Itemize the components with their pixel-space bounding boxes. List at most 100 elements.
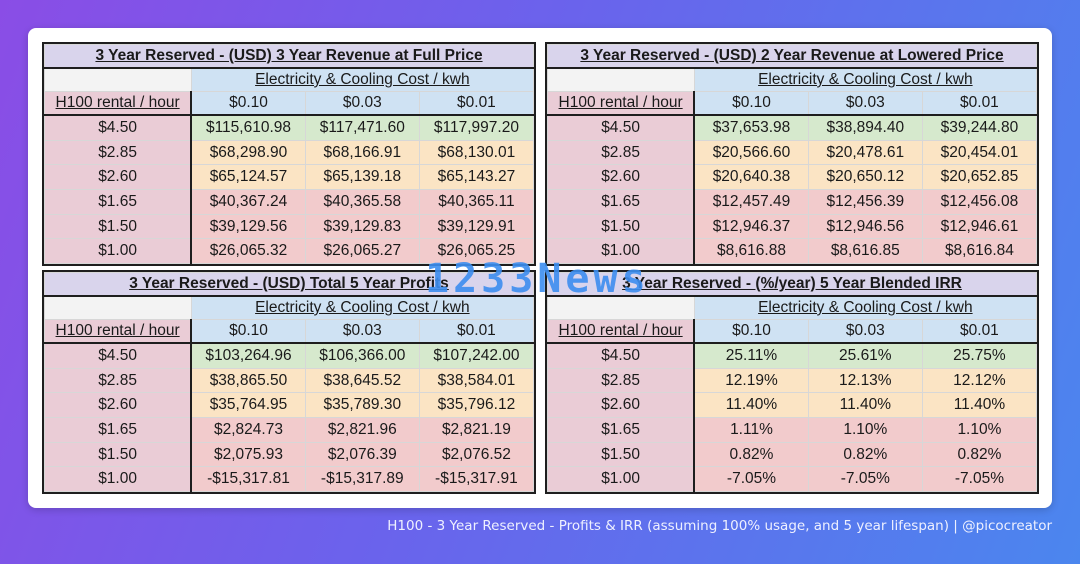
- table-row: $4.50 25.11% 25.61% 25.75%: [547, 342, 1038, 369]
- table-row: $1.65 $40,367.24 $40,365.58 $40,365.11: [44, 189, 535, 215]
- group-header-row: Electricity & Cooling Cost / kwh: [44, 67, 535, 92]
- row-header-label: H100 rental / hour: [547, 91, 696, 116]
- group-header: Electricity & Cooling Cost / kwh: [693, 295, 1038, 320]
- row-label: $1.65: [44, 189, 193, 215]
- data-cell: -7.05%: [921, 466, 1038, 492]
- table-row: $2.60 $20,640.38 $20,650.12 $20,652.85: [547, 164, 1038, 191]
- row-label: $4.50: [44, 114, 193, 141]
- row-label: $1.50: [547, 213, 696, 240]
- table-row: $1.00 -$15,317.81 -$15,317.89 -$15,317.91: [44, 466, 535, 492]
- data-cell: $26,065.32: [190, 238, 306, 264]
- table-row: $2.85 $68,298.90 $68,166.91 $68,130.01: [44, 139, 535, 166]
- data-cell: $107,242.00: [418, 342, 535, 369]
- row-label: $1.65: [44, 417, 193, 443]
- group-header: Electricity & Cooling Cost / kwh: [693, 67, 1038, 92]
- table-row: $1.50 $12,946.37 $12,946.56 $12,946.61: [547, 213, 1038, 240]
- data-cell: $8,616.84: [921, 238, 1038, 264]
- data-cell: 12.13%: [807, 367, 923, 394]
- row-label: $2.60: [44, 164, 193, 191]
- data-cell: $35,764.95: [190, 392, 306, 419]
- blank-corner-cell: [547, 295, 695, 320]
- table-row: $2.60 $65,124.57 $65,139.18 $65,143.27: [44, 164, 535, 191]
- data-cell: $12,946.37: [693, 213, 809, 240]
- table-row: $1.00 -7.05% -7.05% -7.05%: [547, 466, 1038, 492]
- row-label: $2.85: [547, 367, 696, 394]
- data-cell: $2,075.93: [190, 441, 306, 468]
- row-header-label: H100 rental / hour: [547, 319, 696, 344]
- column-header: $0.03: [807, 91, 923, 116]
- row-label: $1.00: [547, 466, 696, 492]
- data-cell: 12.12%: [921, 367, 1038, 394]
- group-header: Electricity & Cooling Cost / kwh: [190, 295, 535, 320]
- table-row: $1.50 $2,075.93 $2,076.39 $2,076.52: [44, 441, 535, 468]
- data-table: 3 Year Reserved - (USD) Total 5 Year Pro…: [44, 272, 535, 492]
- data-cell: $39,244.80: [921, 114, 1038, 141]
- data-cell: $12,946.61: [921, 213, 1038, 240]
- data-cell: $117,997.20: [418, 114, 535, 141]
- table-panel-total-profits: 3 Year Reserved - (USD) Total 5 Year Pro…: [42, 270, 536, 494]
- column-header: $0.01: [921, 319, 1038, 344]
- data-cell: -7.05%: [807, 466, 923, 492]
- table-row: $1.00 $8,616.88 $8,616.85 $8,616.84: [547, 238, 1038, 264]
- row-label: $1.65: [547, 417, 696, 443]
- data-cell: $12,456.08: [921, 189, 1038, 215]
- data-cell: $12,456.39: [807, 189, 923, 215]
- column-header: $0.01: [418, 91, 535, 116]
- group-header: Electricity & Cooling Cost / kwh: [190, 67, 535, 92]
- data-cell: $65,124.57: [190, 164, 306, 191]
- row-label: $2.85: [44, 139, 193, 166]
- data-cell: $8,616.88: [693, 238, 809, 264]
- data-cell: $2,821.96: [304, 417, 420, 443]
- data-cell: 1.10%: [807, 417, 923, 443]
- data-cell: -$15,317.89: [304, 466, 420, 492]
- column-header: $0.03: [807, 319, 923, 344]
- row-header-label: H100 rental / hour: [44, 91, 193, 116]
- data-cell: $68,166.91: [304, 139, 420, 166]
- table-row: $1.50 0.82% 0.82% 0.82%: [547, 441, 1038, 468]
- table-row: $2.60 $35,764.95 $35,789.30 $35,796.12: [44, 392, 535, 419]
- data-cell: $68,130.01: [418, 139, 535, 166]
- row-label: $1.50: [44, 213, 193, 240]
- table-row: $2.85 $38,865.50 $38,645.52 $38,584.01: [44, 367, 535, 394]
- column-header: $0.03: [304, 91, 420, 116]
- data-table: 3 Year Reserved - (%/year) 5 Year Blende…: [547, 272, 1038, 492]
- data-cell: -7.05%: [693, 466, 809, 492]
- table-row: $1.65 $2,824.73 $2,821.96 $2,821.19: [44, 417, 535, 443]
- data-cell: 11.40%: [921, 392, 1038, 419]
- row-label: $1.50: [547, 441, 696, 468]
- table-title-row: 3 Year Reserved - (USD) Total 5 Year Pro…: [44, 272, 534, 297]
- data-cell: $26,065.27: [304, 238, 420, 264]
- data-cell: $65,139.18: [304, 164, 420, 191]
- data-cell: $37,653.98: [693, 114, 809, 141]
- image-caption: H100 - 3 Year Reserved - Profits & IRR (…: [387, 518, 1052, 534]
- data-cell: $38,894.40: [807, 114, 923, 141]
- row-label: $4.50: [547, 114, 696, 141]
- data-cell: 11.40%: [693, 392, 809, 419]
- row-label: $2.60: [44, 392, 193, 419]
- table-row: $1.65 1.11% 1.10% 1.10%: [547, 417, 1038, 443]
- blank-corner-cell: [44, 67, 192, 92]
- column-header-row: H100 rental / hour $0.10 $0.03 $0.01: [547, 91, 1038, 116]
- column-header-row: H100 rental / hour $0.10 $0.03 $0.01: [44, 91, 535, 116]
- table-panel-revenue-2yr: 3 Year Reserved - (USD) 2 Year Revenue a…: [545, 42, 1039, 266]
- data-cell: 12.19%: [693, 367, 809, 394]
- column-header: $0.10: [693, 319, 809, 344]
- table-title-row: 3 Year Reserved - (USD) 3 Year Revenue a…: [44, 44, 534, 69]
- data-cell: $2,076.39: [304, 441, 420, 468]
- column-header: $0.01: [418, 319, 535, 344]
- data-cell: $20,640.38: [693, 164, 809, 191]
- row-label: $1.00: [44, 238, 193, 264]
- table-title: 3 Year Reserved - (USD) Total 5 Year Pro…: [44, 272, 534, 297]
- data-cell: 1.10%: [921, 417, 1038, 443]
- column-header: $0.10: [190, 91, 306, 116]
- table-title: 3 Year Reserved - (%/year) 5 Year Blende…: [547, 272, 1037, 297]
- data-cell: $40,365.11: [418, 189, 535, 215]
- table-row: $2.60 11.40% 11.40% 11.40%: [547, 392, 1038, 419]
- data-cell: $65,143.27: [418, 164, 535, 191]
- data-cell: 0.82%: [693, 441, 809, 468]
- data-cell: $12,457.49: [693, 189, 809, 215]
- table-row: $1.00 $26,065.32 $26,065.27 $26,065.25: [44, 238, 535, 264]
- data-cell: $38,584.01: [418, 367, 535, 394]
- group-header-row: Electricity & Cooling Cost / kwh: [547, 295, 1038, 320]
- column-header: $0.10: [190, 319, 306, 344]
